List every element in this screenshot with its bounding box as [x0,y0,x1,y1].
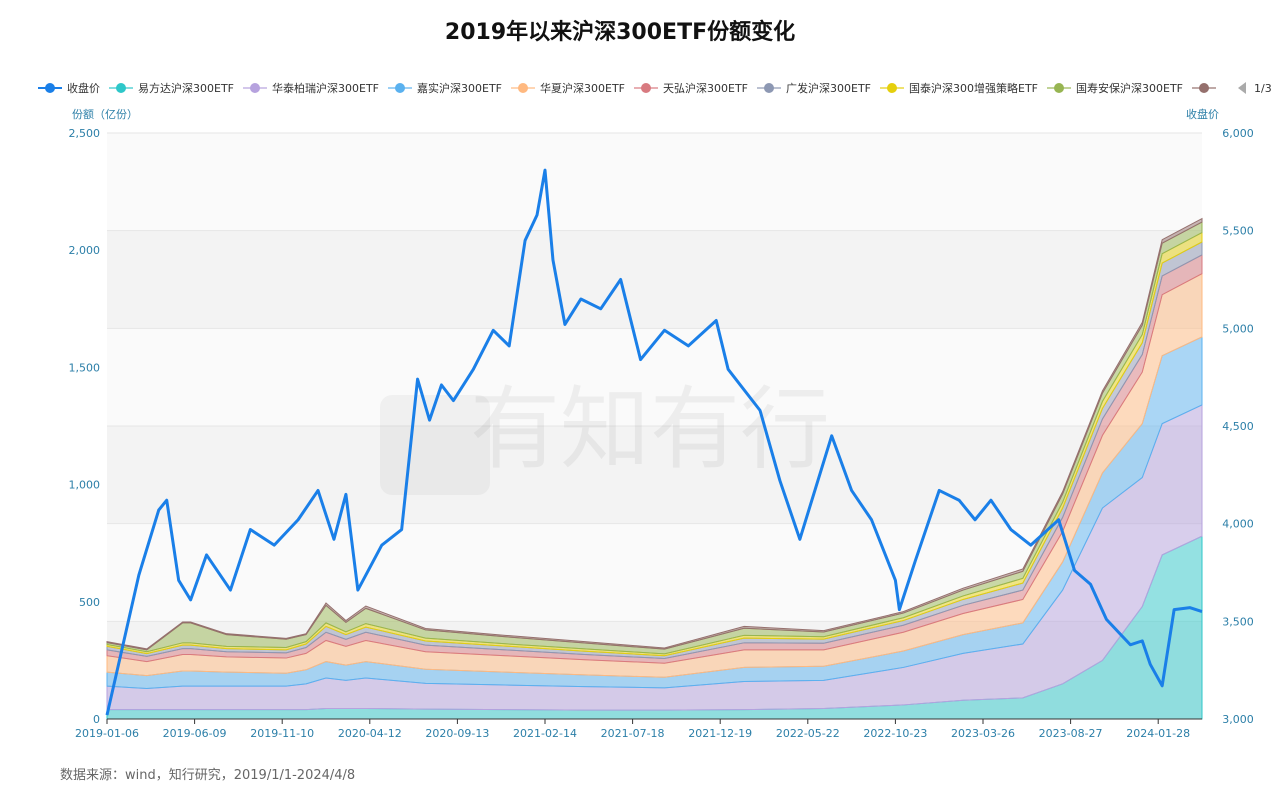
legend-marker-icon [634,82,658,94]
legend-marker-icon [880,82,904,94]
legend-label: 广发沪深300ETF [786,82,871,95]
legend-item[interactable]: 收盘价 [38,80,100,96]
legend-marker-icon [757,82,781,94]
legend-label: 天弘沪深300ETF [663,82,748,95]
split-area-band [107,133,1202,231]
y-axis-right-label: 收盘价 [1186,108,1219,121]
legend-marker-icon [243,82,267,94]
y-tick-right: 5,500 [1222,225,1254,238]
x-tick-label: 2020-09-13 [425,727,489,740]
split-area-band [107,230,1202,329]
x-tick-label: 2019-06-09 [163,727,227,740]
legend-prev-icon[interactable] [1238,82,1246,94]
x-tick-label: 2024-01-28 [1126,727,1190,740]
y-tick-left: 2,500 [69,127,101,140]
legend-label: 国泰沪深300增强策略ETF [909,82,1038,95]
legend-label: 嘉实沪深300ETF [417,82,502,95]
y-tick-left: 0 [93,713,100,726]
watermark-logo [380,395,490,495]
y-tick-right: 3,000 [1222,713,1254,726]
legend-label: 收盘价 [67,82,100,95]
legend-item[interactable]: 国寿安保沪深300ETF [1047,80,1183,96]
x-tick-label: 2021-02-14 [513,727,577,740]
split-area-band [107,426,1202,524]
legend-marker-icon [109,82,133,94]
x-tick-label: 2021-12-19 [688,727,752,740]
legend-item[interactable]: 嘉实沪深300ETF [388,80,502,96]
y-tick-right: 3,500 [1222,615,1254,628]
watermark: 有知有行 [470,377,830,482]
legend: 收盘价 易方达沪深300ETF 华泰柏瑞沪深300ETF 嘉实沪深300ETF 华夏沪深… [38,80,1280,96]
x-tick-label: 2022-10-23 [863,727,927,740]
x-tick-label: 2021-07-18 [601,727,665,740]
legend-label: 易方达沪深300ETF [138,82,234,95]
y-tick-left: 2,000 [69,244,101,257]
legend-label: 国寿安保沪深300ETF [1076,82,1183,95]
y-tick-left: 500 [79,596,100,609]
y-tick-left: 1,500 [69,361,101,374]
x-tick-label: 2022-05-22 [776,727,840,740]
legend-marker-icon [511,82,535,94]
y-axis-left-label: 份额（亿份） [72,108,138,121]
legend-marker-icon [388,82,412,94]
legend-marker-icon [1047,82,1071,94]
legend-label: 华泰柏瑞沪深300ETF [272,82,379,95]
legend-item[interactable]: 华泰柏瑞沪深300ETF [243,80,379,96]
legend-item[interactable]: 易方达沪深300ETF [109,80,234,96]
x-tick-label: 2023-03-26 [951,727,1015,740]
legend-page-indicator: 1/3 [1254,81,1272,95]
y-tick-right: 5,000 [1222,322,1254,335]
x-tick-label: 2019-01-06 [75,727,139,740]
legend-marker-icon [38,82,62,94]
x-tick-label: 2023-08-27 [1039,727,1103,740]
legend-item[interactable]: 华夏沪深300ETF [511,80,625,96]
y-tick-right: 6,000 [1222,127,1254,140]
x-tick-label: 2019-11-10 [250,727,314,740]
y-tick-right: 4,000 [1222,518,1254,531]
chart-title: 2019年以来沪深300ETF份额变化 [444,20,796,45]
legend-item[interactable]: 国泰沪深300增强策略ETF [880,80,1038,96]
legend-item[interactable] [1192,82,1221,94]
legend-marker-icon [1192,82,1216,94]
y-tick-right: 4,500 [1222,420,1254,433]
legend-item[interactable]: 广发沪深300ETF [757,80,871,96]
area-series-8 [106,217,1203,651]
source-footer: 数据来源：wind，知行研究，2019/1/1-2024/4/8 [60,768,356,783]
legend-label: 华夏沪深300ETF [540,82,625,95]
y-tick-left: 1,000 [69,479,101,492]
legend-item[interactable]: 天弘沪深300ETF [634,80,748,96]
x-tick-label: 2020-04-12 [338,727,402,740]
